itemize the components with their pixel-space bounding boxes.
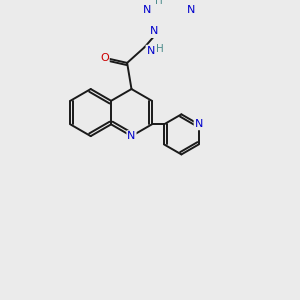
Text: N: N — [127, 131, 136, 141]
Text: H: H — [156, 44, 164, 54]
Text: N: N — [187, 5, 195, 15]
Text: N: N — [150, 26, 158, 36]
Text: O: O — [100, 53, 109, 63]
Text: N: N — [143, 5, 152, 15]
Text: H: H — [155, 0, 162, 6]
Text: N: N — [146, 46, 155, 56]
Text: N: N — [195, 119, 203, 129]
